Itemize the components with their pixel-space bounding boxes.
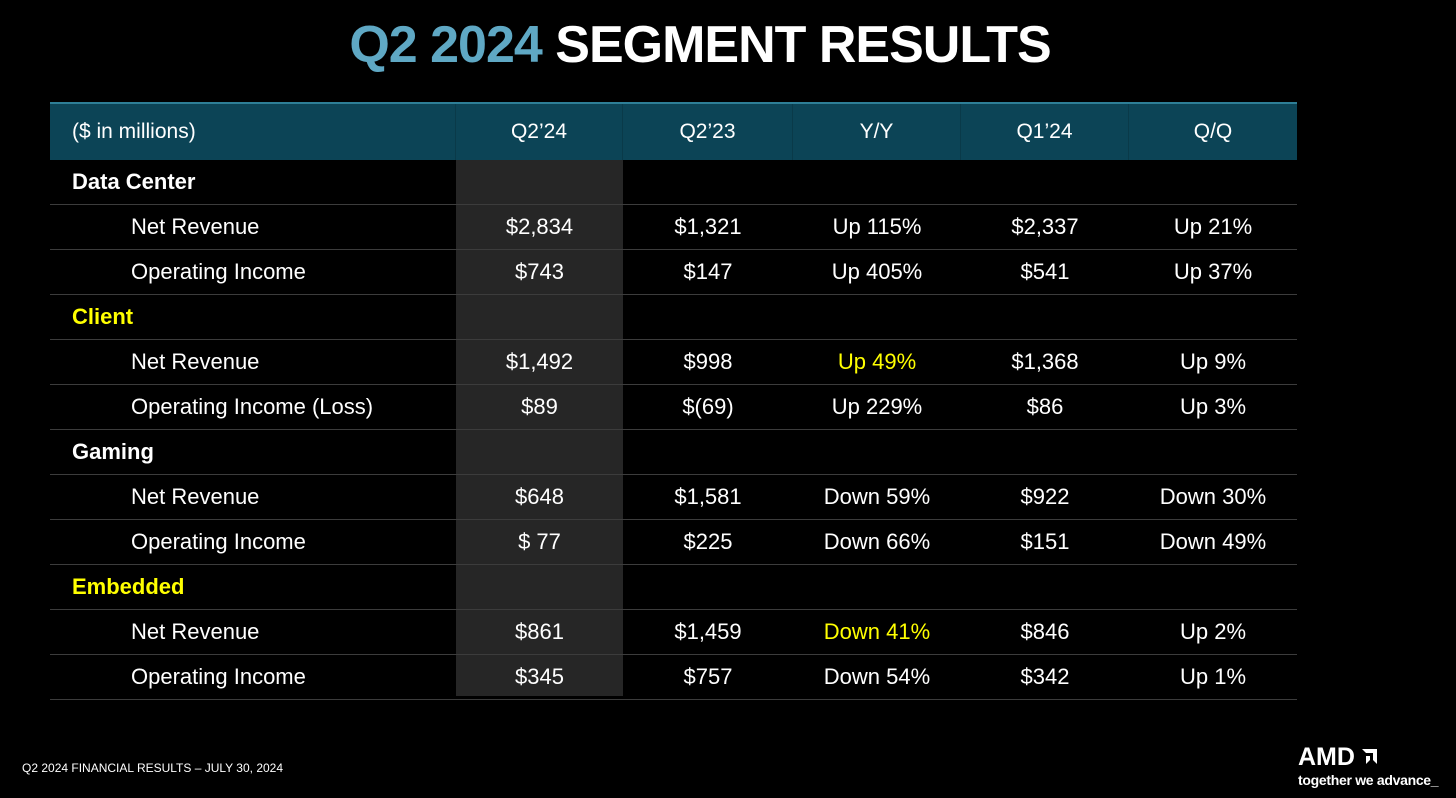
table-cell: $86 xyxy=(1026,394,1064,419)
table-cell: Up 229% xyxy=(831,394,923,419)
table-cell: Up 37% xyxy=(1173,259,1253,284)
row-label: Net Revenue xyxy=(131,619,260,644)
table-cell: $922 xyxy=(1020,484,1070,509)
table-cell: $1,321 xyxy=(674,214,742,239)
segment-results-table: ($ in millions) Q2’24 Q2’23 Y/Y Q1’24 Q/… xyxy=(50,102,1297,700)
amd-arrow-icon xyxy=(1361,749,1377,764)
table-cell: $342 xyxy=(1020,664,1070,689)
segment-label: Data Center xyxy=(72,169,196,194)
table-cell: $861 xyxy=(515,619,564,644)
table-cell: Up 405% xyxy=(831,259,923,284)
table-cell: Down 54% xyxy=(823,664,931,689)
table-row: Operating Income (Loss) $89 $(69) Up 229% $8… xyxy=(50,385,1297,430)
column-header-q2-23: Q2’23 xyxy=(623,104,793,160)
table-header-row: ($ in millions) Q2’24 Q2’23 Y/Y Q1’24 Q/… xyxy=(50,102,1297,160)
table-cell: $846 xyxy=(1020,619,1070,644)
column-header-q2-24: Q2’24 xyxy=(456,104,623,160)
row-label: Operating Income xyxy=(131,664,306,689)
segment-row: Client xyxy=(50,295,1297,340)
table-cell: $1,581 xyxy=(674,484,742,509)
table-cell: $(69) xyxy=(682,394,734,419)
row-label: Operating Income xyxy=(131,259,306,284)
table-cell: $541 xyxy=(1020,259,1070,284)
table-cell: Up 21% xyxy=(1173,214,1253,239)
row-label: Operating Income (Loss) xyxy=(131,394,374,419)
table-cell: Down 30% xyxy=(1159,484,1267,509)
segment-row: Data Center xyxy=(50,160,1297,205)
row-label: Net Revenue xyxy=(131,214,260,239)
table-cell: Down 66% xyxy=(823,529,931,554)
table-cell: $648 xyxy=(515,484,564,509)
table-cell: $89 xyxy=(521,394,558,419)
table-cell: Up 115% xyxy=(832,214,922,239)
segment-label: Gaming xyxy=(72,439,154,464)
table-row: Net Revenue $1,492 $998 Up 49% $1,368 Up 9% xyxy=(50,340,1297,385)
segment-label: Embedded xyxy=(72,574,185,599)
table-cell: Up 1% xyxy=(1179,664,1247,689)
table-cell: $1,368 xyxy=(1011,349,1079,374)
table-cell: Down 59% xyxy=(823,484,931,509)
logo-tagline: together we advance_ xyxy=(1298,772,1439,788)
table-cell: Up 2% xyxy=(1179,619,1247,644)
logo-brand: AMD xyxy=(1298,743,1355,771)
table-cell: $1,459 xyxy=(674,619,742,644)
row-label: Net Revenue xyxy=(131,349,260,374)
table-row: Operating Income $345 $757 Down 54% $342 Up 1… xyxy=(50,655,1297,700)
table-cell: $ 77 xyxy=(518,529,561,554)
column-header-qq: Q/Q xyxy=(1193,120,1233,143)
table-cell: $2,834 xyxy=(505,214,574,239)
table-cell: $151 xyxy=(1020,529,1070,554)
table-cell: $998 xyxy=(683,349,733,374)
table-cell: $147 xyxy=(683,259,733,284)
column-header-units: ($ in millions) xyxy=(50,104,456,160)
table-row: Operating Income $ 77 $225 Down 66% $151 Down… xyxy=(50,520,1297,565)
title-main: SEGMENT RESULTS xyxy=(555,16,1051,74)
footer-text: Q2 2024 FINANCIAL RESULTS – JULY 30, 202… xyxy=(22,761,284,775)
table-row: Net Revenue $861 $1,459 Down 41% $846 Up 2% xyxy=(50,610,1297,655)
table-row: Net Revenue $648 $1,581 Down 59% $922 Down 30… xyxy=(50,475,1297,520)
table-cell: $757 xyxy=(683,664,733,689)
table-cell: $345 xyxy=(515,664,564,689)
table-cell: $1,492 xyxy=(505,349,574,374)
table-row: Net Revenue $2,834 $1,321 Up 115% $2,337 Up 2… xyxy=(50,205,1297,250)
page-title: Q2 2024 SEGMENT RESULTS xyxy=(0,14,1400,76)
table-cell: $225 xyxy=(683,529,733,554)
row-label: Operating Income xyxy=(131,529,306,554)
column-header-q1-24: Q1’24 xyxy=(961,104,1129,160)
table-cell: Down 49% xyxy=(1159,529,1267,554)
table-row: Operating Income $743 $147 Up 405% $541 Up 37… xyxy=(50,250,1297,295)
table-cell: Up 49% xyxy=(837,349,917,374)
table-cell: Down 41% xyxy=(823,619,931,644)
table-cell: $2,337 xyxy=(1011,214,1079,239)
title-accent: Q2 2024 xyxy=(349,16,542,74)
row-label: Net Revenue xyxy=(131,484,260,509)
table-cell: Up 3% xyxy=(1179,394,1247,419)
table-cell: $743 xyxy=(515,259,564,284)
segment-row: Gaming xyxy=(50,430,1297,475)
segment-row: Embedded xyxy=(50,565,1297,610)
table-cell: Up 9% xyxy=(1179,349,1247,374)
table-body: Data Center Net Revenue $2,834 $1,321 Up 115… xyxy=(50,160,1297,700)
amd-logo: AMD together we advance_ xyxy=(1298,744,1448,788)
column-header-yy: Y/Y xyxy=(793,104,961,160)
segment-label: Client xyxy=(72,304,134,329)
